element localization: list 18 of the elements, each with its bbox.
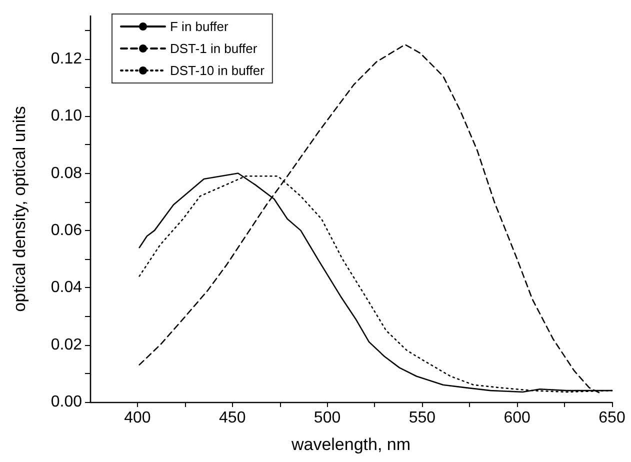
y-tick-label: 0.02 xyxy=(50,336,82,354)
y-tick-label: 0.12 xyxy=(50,50,82,68)
x-tick-label: 500 xyxy=(314,410,341,426)
x-tick-label: 650 xyxy=(598,410,626,426)
x-tick-label: 600 xyxy=(504,410,531,426)
y-tick-label: 0.06 xyxy=(50,222,82,239)
legend-label: DST-10 in buffer xyxy=(170,63,266,78)
legend-label: DST-1 in buffer xyxy=(170,41,258,56)
y-tick-label: 0.10 xyxy=(50,108,82,125)
x-axis-title: wavelength, nm xyxy=(290,435,411,454)
x-tick-label: 450 xyxy=(219,410,246,426)
y-axis-title: optical density, optical units xyxy=(10,106,29,312)
legend-label: F in buffer xyxy=(170,19,229,34)
y-tick-label: 0.00 xyxy=(50,394,82,410)
y-tick-label: 0.04 xyxy=(50,279,82,296)
x-tick-label: 550 xyxy=(408,410,436,426)
x-tick-label: 400 xyxy=(124,410,151,426)
y-tick-label: 0.08 xyxy=(50,164,82,182)
